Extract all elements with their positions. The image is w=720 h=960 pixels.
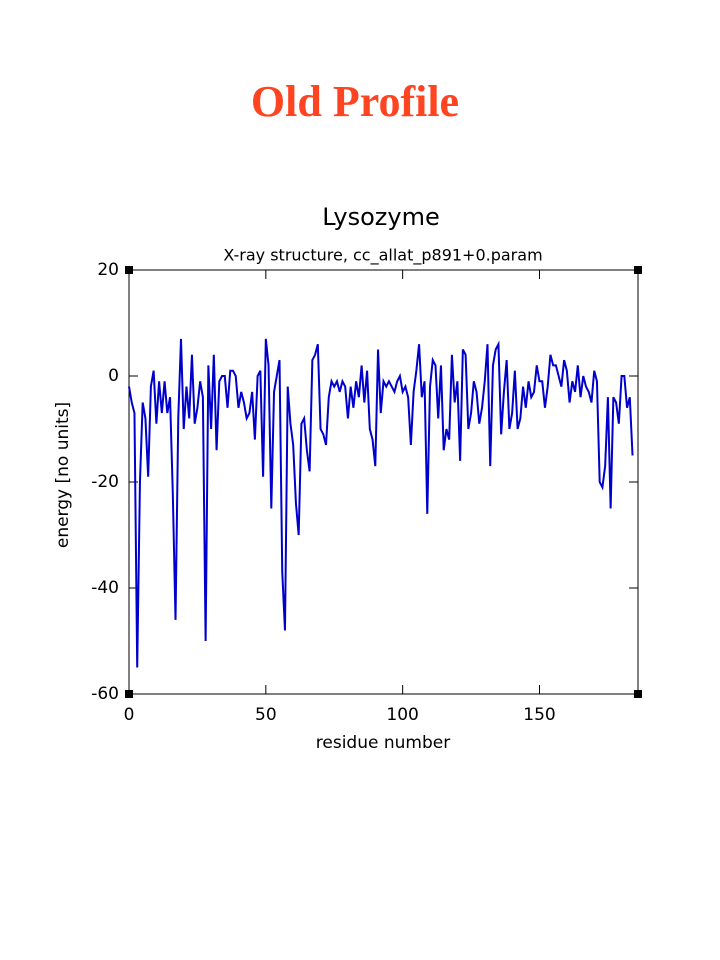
y-tick-label: -40 [91, 578, 119, 598]
x-tick-label: 0 [124, 705, 135, 725]
page-title: Old Profile [251, 77, 459, 126]
y-tick-label: -60 [91, 684, 119, 704]
y-tick-label: 0 [108, 366, 119, 386]
x-tick-label: 100 [386, 705, 418, 725]
x-axis-label: residue number [316, 733, 450, 753]
x-tick-label: 150 [523, 705, 555, 725]
chart-title: Lysozyme [322, 203, 440, 231]
chart-subtitle: X-ray structure, cc_allat_p891+0.param [223, 246, 542, 266]
y-tick-label: 20 [97, 260, 119, 280]
data-line [128, 338, 634, 668]
y-axis-label: energy [no units] [53, 402, 73, 548]
x-tick-label: 50 [255, 705, 277, 725]
y-tick-label: -20 [91, 472, 119, 492]
